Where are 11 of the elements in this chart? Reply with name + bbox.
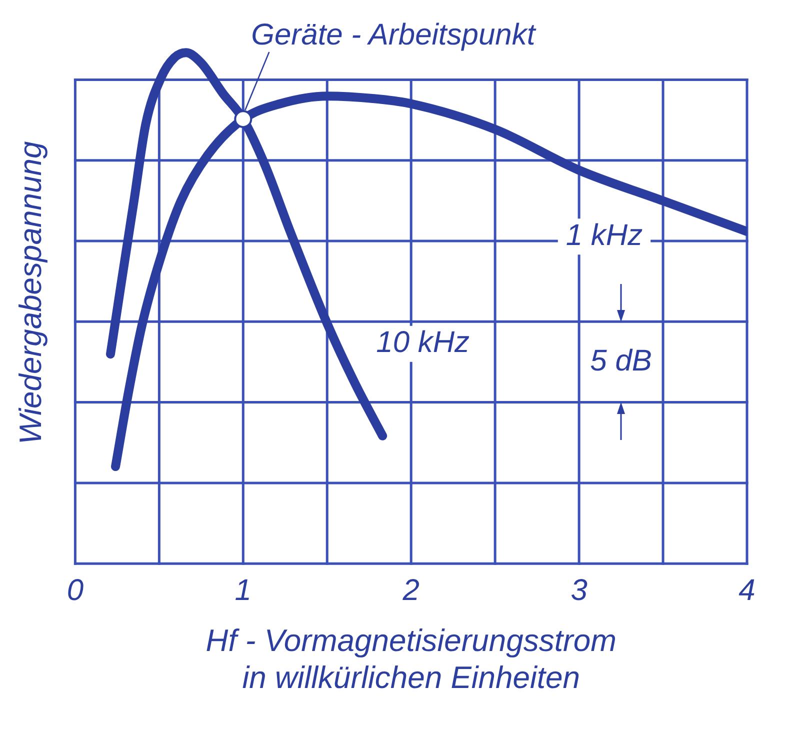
x-axis-title: Hf - Vormagnetisierungsstrom in willkürlichen Einheiten <box>206 622 616 696</box>
series-label: 1 kHz <box>566 218 643 252</box>
annotation: Geräte - Arbeitspunkt <box>251 18 537 52</box>
x-tick-label: 1 <box>234 574 252 607</box>
x-tick-label: 3 <box>570 574 588 607</box>
x-tick-label: 0 <box>66 574 84 607</box>
x-tick-label: 2 <box>402 574 420 607</box>
x-tick-label: 4 <box>738 574 756 607</box>
series-label: 10 kHz <box>376 326 470 360</box>
y-axis-title: Wiedergabespannung <box>13 141 48 444</box>
annotation: 5 dB <box>590 344 652 378</box>
